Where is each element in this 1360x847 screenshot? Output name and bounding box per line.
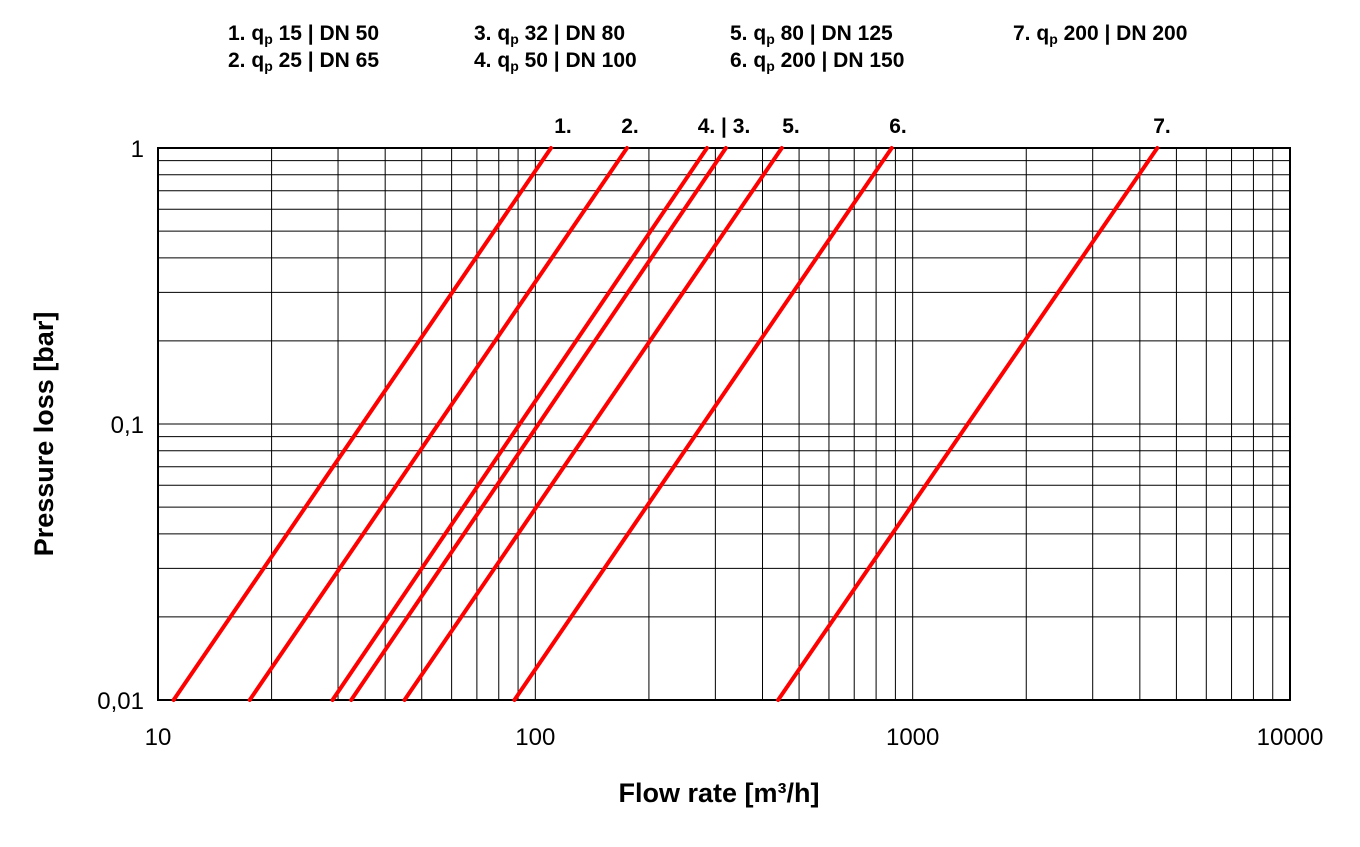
y-tick-label: 0,01 — [97, 688, 144, 715]
curve-label: 1. — [554, 115, 572, 138]
curve-labels: 1. 2. 4. | 3. 5. 6. 7. — [554, 115, 1171, 138]
curve-label: 5. — [782, 115, 800, 138]
legend-item-4: 4. qp 50 | DN 100 — [474, 49, 637, 74]
y-axis-title: Pressure loss [bar] — [29, 312, 59, 557]
legend-item-5: 5. qp 80 | DN 125 — [730, 22, 893, 47]
legend-item-7: 7. qp 200 | DN 200 — [1013, 22, 1188, 47]
x-tick-label: 100 — [515, 724, 555, 751]
curve-4 — [330, 146, 709, 702]
y-tick-labels: 0,01 0,1 1 — [97, 136, 144, 715]
curve-label: 4. | 3. — [698, 115, 751, 138]
x-axis-title: Flow rate [m³/h] — [619, 778, 820, 808]
curve-3 — [349, 146, 728, 702]
x-tick-label: 10000 — [1257, 724, 1324, 751]
curve-5 — [402, 146, 784, 702]
curves — [171, 146, 1160, 702]
x-tick-label: 10 — [145, 724, 172, 751]
curve-label: 7. — [1153, 115, 1171, 138]
x-tick-label: 1000 — [886, 724, 939, 751]
curve-2 — [247, 146, 629, 702]
y-tick-label: 1 — [131, 136, 144, 163]
curve-1 — [171, 146, 553, 702]
legend-item-6: 6. qp 200 | DN 150 — [730, 49, 905, 74]
curve-label: 2. — [621, 115, 639, 138]
curve-7 — [776, 146, 1160, 702]
curve-label: 6. — [889, 115, 907, 138]
x-tick-labels: 10 100 1000 10000 — [145, 724, 1324, 751]
legend-item-1: 1. qp 15 | DN 50 — [228, 22, 380, 47]
y-tick-label: 0,1 — [111, 412, 144, 439]
legend-item-3: 3. qp 32 | DN 80 — [474, 22, 626, 47]
curve-6 — [512, 146, 894, 702]
legend-item-2: 2. qp 25 | DN 65 — [228, 49, 380, 74]
